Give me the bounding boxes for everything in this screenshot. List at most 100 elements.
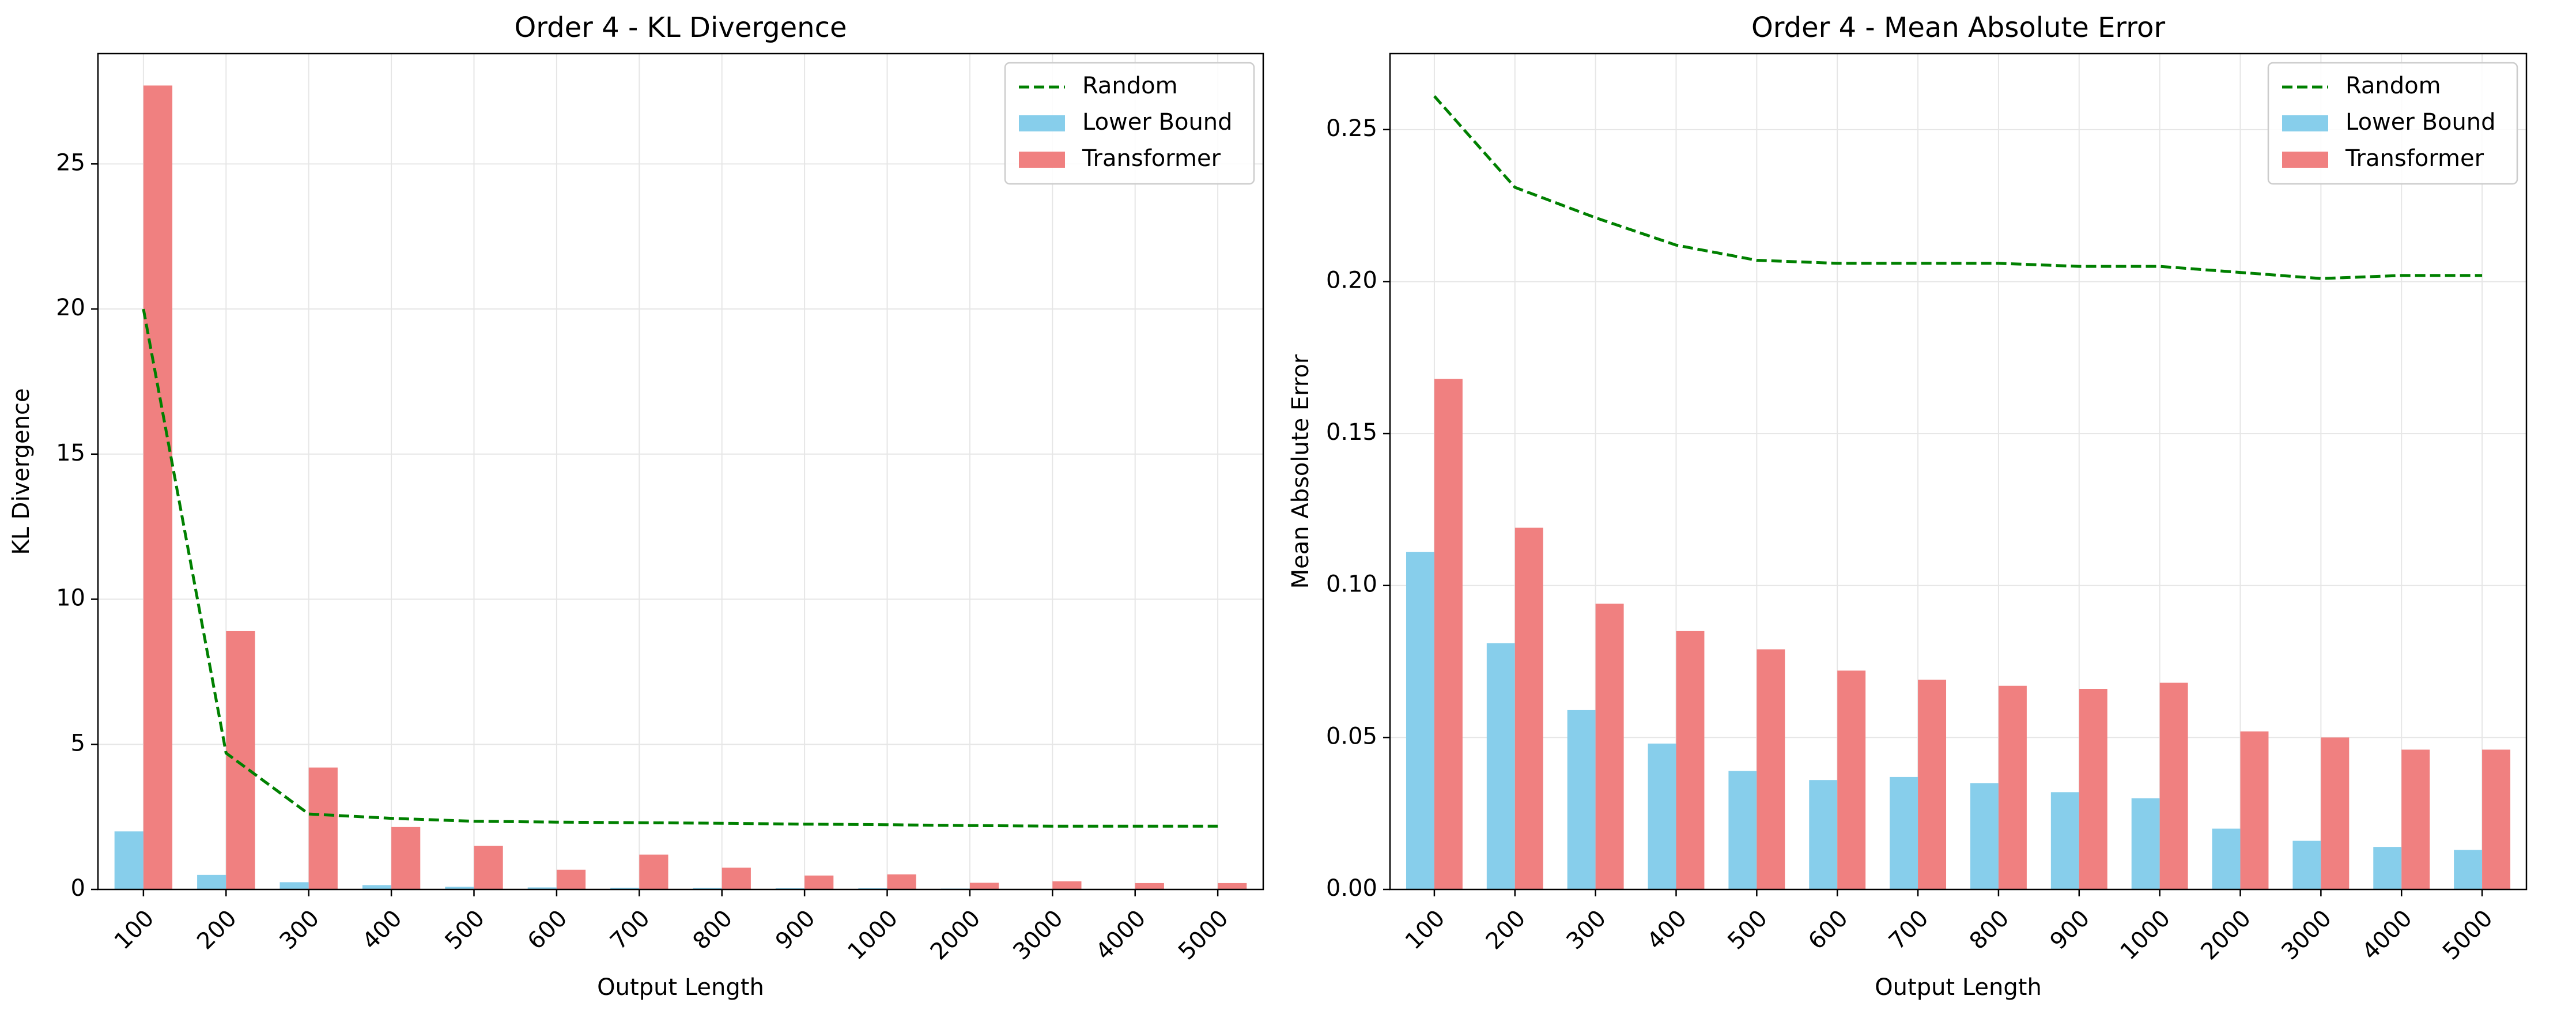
lower-bound-bar: [2131, 798, 2160, 889]
x-tick-label: 500: [1723, 905, 1773, 955]
x-tick-label: 1000: [843, 905, 903, 966]
legend-label-random: Random: [1082, 73, 1178, 99]
x-tick-label: 200: [192, 905, 242, 955]
x-axis-label: Output Length: [1875, 974, 2042, 1001]
y-tick-label: 0.10: [1326, 571, 1377, 598]
chart-title: Order 4 - Mean Absolute Error: [1751, 12, 2165, 44]
x-tick-label: 300: [275, 905, 325, 955]
transformer-bar: [887, 874, 916, 889]
transformer-bar: [722, 868, 751, 889]
legend-label-random: Random: [2345, 73, 2441, 99]
legend-swatch-transformer: [2282, 152, 2328, 168]
lower-bound-bar: [2292, 840, 2321, 889]
transformer-bar: [143, 85, 173, 889]
transformer-bar: [1837, 670, 1866, 889]
lower-bound-bar: [1728, 771, 1757, 889]
x-tick-label: 4000: [1091, 905, 1151, 966]
x-tick-label: 2000: [2196, 905, 2256, 966]
lower-bound-bar: [527, 887, 557, 889]
x-tick-label: 100: [109, 905, 160, 955]
x-tick-label: 800: [1965, 905, 2015, 955]
plot-frame: [97, 52, 1264, 891]
legend-swatch-transformer: [1019, 152, 1065, 168]
y-tick-label: 10: [56, 585, 85, 612]
transformer-bar: [2321, 737, 2350, 889]
legend-swatch-lower-bound: [2282, 115, 2328, 131]
lower-bound-bar: [2373, 847, 2402, 889]
lower-bound-bar: [362, 885, 392, 889]
transformer-bar: [2159, 683, 2188, 889]
x-tick-label: 100: [1400, 905, 1451, 955]
lower-bound-bar: [1406, 552, 1434, 889]
x-tick-label: 2000: [926, 905, 986, 966]
y-tick-label: 0: [71, 875, 85, 902]
y-axis-label: Mean Absolute Error: [1287, 354, 1314, 589]
lower-bound-bar: [445, 887, 474, 889]
y-tick-label: 0.05: [1326, 723, 1377, 749]
x-tick-label: 3000: [1008, 905, 1068, 966]
legend-box: [2267, 62, 2518, 185]
legend-swatch-lower-bound: [1019, 115, 1065, 131]
y-tick-label: 0.25: [1326, 115, 1377, 142]
lower-bound-bar: [610, 887, 640, 889]
y-tick-label: 25: [56, 149, 85, 176]
mean-absolute-error-panel: 100 200 300 400 500 600 700 800 900 1000 2000 3000 4…: [1287, 12, 2528, 1001]
plot-frame: [1389, 52, 2528, 891]
transformer-bar: [639, 854, 668, 889]
random-line: [142, 308, 1218, 828]
y-tick-label: 0.15: [1326, 419, 1377, 446]
lower-bound-bar: [197, 874, 226, 889]
legend-label-lower-bound: Lower Bound: [1082, 109, 1233, 135]
x-tick-label: 700: [1884, 905, 1934, 955]
x-tick-label: 300: [1562, 905, 1612, 955]
kl-divergence-panel: 100 200 300 400 500 600 700 800 900 1000 2000 3000 4…: [8, 12, 1264, 1001]
x-tick-label: 600: [523, 905, 573, 955]
transformer-bar: [1676, 631, 1705, 889]
legend-box: [1004, 62, 1255, 185]
transformer-bar: [2079, 689, 2107, 889]
x-tick-label: 400: [1642, 905, 1692, 955]
transformer-bar: [1918, 680, 1947, 889]
lower-bound-bar: [2454, 850, 2483, 889]
y-tick-label: 20: [56, 295, 85, 321]
transformer-bar: [1998, 685, 2027, 889]
x-tick-label: 200: [1481, 905, 1531, 955]
transformer-bar: [1595, 604, 1624, 889]
transformer-bar: [2482, 749, 2511, 889]
lower-bound-bar: [1567, 710, 1596, 889]
transformer-bar: [308, 767, 338, 889]
lower-bound-bar: [1486, 643, 1515, 889]
transformer-bar: [2240, 731, 2269, 889]
transformer-bar: [804, 875, 834, 889]
transformer-bar: [1052, 881, 1082, 889]
lower-bound-bar: [2050, 792, 2079, 889]
transformer-bar: [2401, 749, 2430, 889]
x-tick-label: 800: [688, 905, 738, 955]
transformer-bar: [226, 631, 255, 889]
lower-bound-bar: [693, 888, 722, 889]
x-tick-label: 700: [605, 905, 655, 955]
legend-label-transformer: Transformer: [2345, 145, 2484, 172]
y-tick-label: 0.20: [1326, 267, 1377, 293]
transformer-bar: [969, 883, 999, 889]
lower-bound-bar: [1970, 783, 1999, 889]
y-tick-label: 0.00: [1326, 875, 1377, 902]
x-tick-label: 900: [2045, 905, 2095, 955]
x-tick-label: 400: [357, 905, 407, 955]
y-axis-label: KL Divergence: [8, 388, 35, 555]
x-tick-label: 500: [440, 905, 490, 955]
lower-bound-bar: [1809, 780, 1838, 889]
legend-label-lower-bound: Lower Bound: [2345, 109, 2496, 135]
lower-bound-bar: [1890, 776, 1918, 889]
legend-label-transformer: Transformer: [1082, 145, 1221, 172]
x-tick-label: 600: [1803, 905, 1853, 955]
x-axis-label: Output Length: [597, 974, 764, 1001]
transformer-bar: [1434, 379, 1463, 889]
lower-bound-bar: [1648, 743, 1676, 889]
transformer-bar: [1218, 883, 1247, 889]
transformer-bar: [1757, 649, 1785, 889]
transformer-bar: [1135, 883, 1164, 889]
x-tick-label: 5000: [2438, 905, 2498, 966]
x-tick-label: 5000: [1173, 905, 1234, 966]
